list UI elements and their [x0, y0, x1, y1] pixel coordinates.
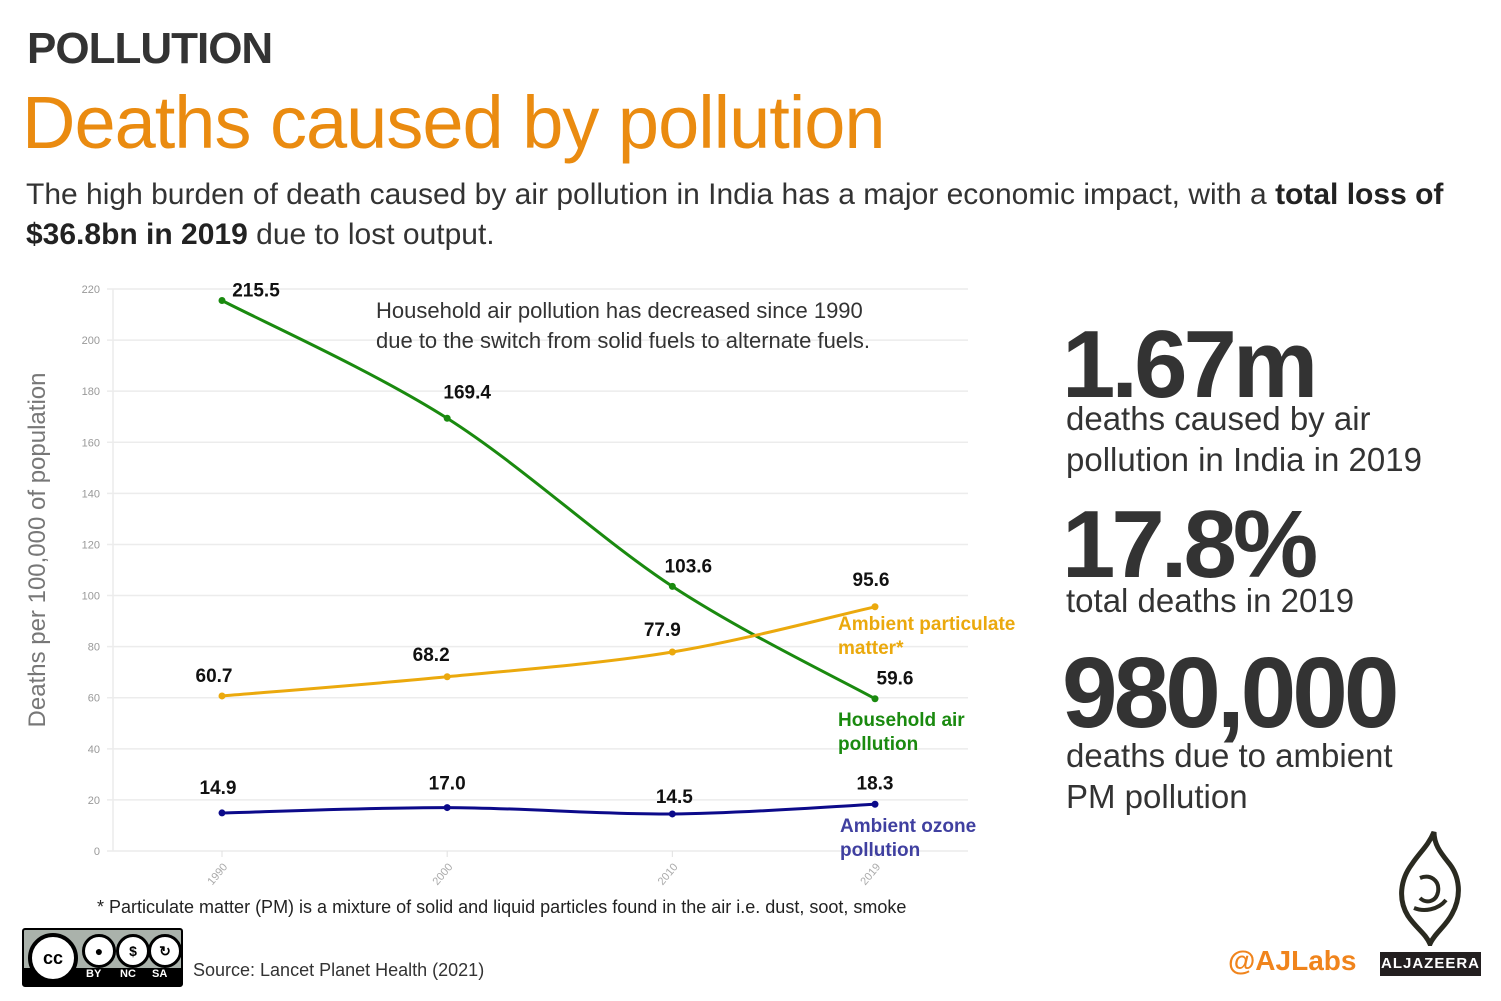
series-name-label: matter* — [838, 638, 904, 659]
series-name-label: Ambient particulate — [838, 614, 1015, 635]
cc-icon: cc — [28, 933, 78, 983]
series-line — [221, 299, 876, 701]
stat-desc-total-deaths: deaths caused by air pollution in India … — [1066, 398, 1422, 480]
x-tick-label: 2010 — [656, 861, 681, 887]
series-line — [221, 605, 876, 698]
stat-desc-line: deaths caused by air — [1066, 400, 1371, 437]
line-chart: 0 20 40 60 80 100 120 140 160 180 200 220 1990 2000 2… — [24, 280, 1016, 888]
aljazeera-wordmark: ALJAZEERA — [1380, 952, 1481, 976]
stat-desc-line: PM pollution — [1066, 778, 1248, 815]
stat-desc-line: pollution in India in 2019 — [1066, 441, 1422, 478]
data-label: 14.5 — [656, 787, 693, 808]
subtitle-text-end: due to lost output. — [247, 218, 495, 251]
stat-value-share: 17.8% — [1062, 491, 1318, 598]
data-point — [218, 809, 226, 817]
series-household-air-pollution: 215.5 169.4 103.6 59.6 Household air pollutio… — [218, 280, 965, 755]
data-point — [871, 800, 879, 808]
annotation-line-2: due to the switch from solid fuels to al… — [376, 328, 870, 353]
series-ambient-particulate-matter: 60.7 68.2 77.9 95.6 Ambient particulate matte… — [196, 570, 1015, 700]
subtitle: The high burden of death caused by air p… — [26, 175, 1466, 255]
creative-commons-by-nc-sa-icon[interactable]: cc ● $ ↻ BY NC SA — [22, 928, 183, 987]
y-tick-label: 80 — [88, 642, 100, 654]
data-point — [443, 414, 451, 422]
page-title: Deaths caused by pollution — [22, 81, 886, 164]
y-tick-label: 180 — [82, 386, 100, 398]
y-tick-label: 60 — [88, 693, 100, 705]
y-tick-label: 100 — [82, 591, 100, 603]
license-label-sa: SA — [152, 968, 168, 980]
section-kicker: POLLUTION — [27, 24, 273, 73]
ajlabs-handle[interactable]: @AJLabs — [1228, 945, 1357, 976]
y-tick-label: 200 — [82, 335, 100, 347]
data-point — [218, 692, 226, 700]
aljazeera-logo-icon — [1399, 830, 1461, 946]
data-label: 77.9 — [644, 620, 681, 641]
y-axis-label: Deaths per 100,000 of population — [24, 373, 51, 728]
stat-desc-pm-deaths: deaths due to ambient PM pollution — [1066, 735, 1393, 817]
series-group: 215.5 169.4 103.6 59.6 Household air pollutio… — [196, 280, 1016, 861]
data-label: 14.9 — [200, 778, 237, 799]
data-point — [443, 804, 451, 812]
series-name-label: Ambient ozone — [840, 816, 976, 837]
y-tick-label: 0 — [94, 846, 100, 858]
subtitle-highlight: total loss of $36.8bn in 2019 — [26, 178, 1444, 251]
data-point — [668, 582, 676, 590]
stat-desc-line: deaths due to ambient — [1066, 737, 1393, 774]
data-label: 215.5 — [232, 280, 280, 301]
data-label: 95.6 — [853, 570, 890, 591]
y-tick-label: 120 — [82, 539, 100, 551]
series-name-label: pollution — [838, 734, 918, 755]
annotation-line-1: Household air pollution has decreased si… — [376, 298, 863, 323]
data-label: 60.7 — [196, 666, 233, 687]
y-tick-label: 20 — [88, 795, 100, 807]
stat-value-pm-deaths: 980,000 — [1062, 637, 1399, 749]
data-point — [668, 648, 676, 656]
series-name-label: Household air — [838, 710, 965, 731]
data-point — [871, 603, 879, 611]
y-axis-ticks: 0 20 40 60 80 100 120 140 160 180 200 220 — [82, 284, 100, 858]
data-label: 17.0 — [429, 774, 466, 795]
data-point — [668, 810, 676, 818]
x-axis-ticks: 1990 2000 2010 2019 — [205, 851, 883, 888]
data-point — [218, 296, 226, 304]
data-point — [443, 673, 451, 681]
attribution-icon: ● — [82, 934, 116, 968]
data-label: 103.6 — [665, 556, 713, 577]
stat-value-total-deaths: 1.67m — [1062, 311, 1318, 418]
data-label: 18.3 — [857, 773, 894, 794]
non-commercial-icon: $ — [116, 934, 150, 968]
y-tick-label: 220 — [82, 284, 100, 296]
y-tick-label: 160 — [82, 437, 100, 449]
data-label: 59.6 — [877, 669, 914, 690]
license-label-nc: NC — [120, 968, 136, 980]
grid-lines — [107, 288, 968, 852]
series-line — [221, 802, 876, 816]
data-label: 169.4 — [443, 382, 491, 403]
y-tick-label: 140 — [82, 488, 100, 500]
data-label: 68.2 — [413, 645, 450, 666]
share-alike-icon: ↻ — [148, 934, 181, 968]
x-tick-label: 2000 — [431, 861, 456, 887]
x-tick-label: 1990 — [205, 861, 230, 887]
footnote: * Particulate matter (PM) is a mixture o… — [97, 897, 907, 917]
data-point — [871, 695, 879, 703]
stat-desc-share: total deaths in 2019 — [1066, 582, 1355, 619]
source-text: Source: Lancet Planet Health (2021) — [193, 960, 485, 980]
license-label-by: BY — [86, 968, 102, 980]
subtitle-text: The high burden of death caused by air p… — [26, 178, 1276, 211]
x-tick-label: 2019 — [858, 861, 883, 887]
series-name-label: pollution — [840, 840, 920, 861]
y-tick-label: 40 — [88, 744, 100, 756]
series-ambient-ozone-pollution: 14.9 17.0 14.5 18.3 Ambient ozone pollution — [200, 773, 977, 861]
